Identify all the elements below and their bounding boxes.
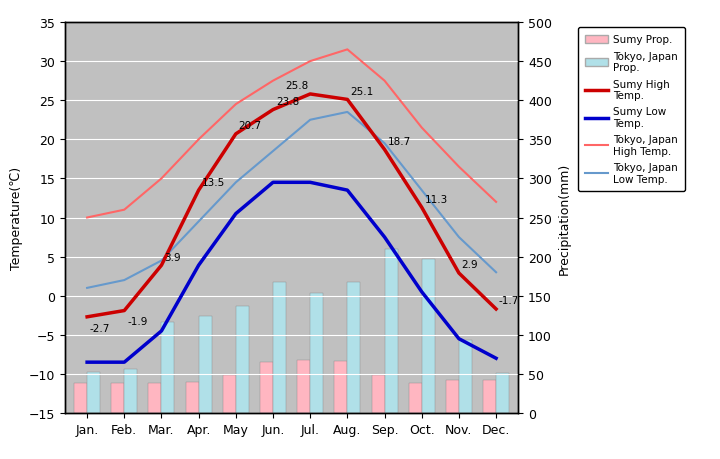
Legend: Sumy Prop., Tokyo, Japan
Prop., Sumy High
Temp., Sumy Low
Temp., Tokyo, Japan
Hi: Sumy Prop., Tokyo, Japan Prop., Sumy Hig…: [578, 28, 685, 191]
Bar: [222, 375, 236, 413]
Bar: [236, 306, 249, 413]
Bar: [372, 375, 384, 413]
Bar: [74, 383, 87, 413]
Text: -1.9: -1.9: [127, 317, 148, 327]
Bar: [459, 341, 472, 413]
Bar: [310, 293, 323, 413]
Bar: [422, 259, 435, 413]
Bar: [87, 373, 100, 413]
Bar: [148, 383, 161, 413]
Text: 13.5: 13.5: [202, 177, 225, 187]
Bar: [297, 360, 310, 413]
Bar: [161, 322, 174, 413]
Text: 25.8: 25.8: [285, 81, 308, 91]
Text: 20.7: 20.7: [238, 121, 262, 131]
Bar: [334, 361, 347, 413]
Y-axis label: Temperature(℃): Temperature(℃): [10, 167, 23, 269]
Bar: [409, 383, 422, 413]
Text: 23.8: 23.8: [276, 97, 299, 107]
Bar: [273, 282, 286, 413]
Bar: [186, 382, 199, 413]
Y-axis label: Precipitation(mm): Precipitation(mm): [558, 162, 571, 274]
Bar: [125, 369, 138, 413]
Bar: [260, 363, 273, 413]
Text: 2.9: 2.9: [462, 260, 478, 270]
Bar: [446, 381, 459, 413]
Bar: [112, 383, 125, 413]
Text: -2.7: -2.7: [90, 323, 110, 333]
Bar: [384, 249, 397, 413]
Bar: [199, 316, 212, 413]
Text: 11.3: 11.3: [425, 194, 448, 204]
Text: 25.1: 25.1: [350, 87, 374, 97]
Text: 18.7: 18.7: [387, 137, 410, 146]
Text: 3.9: 3.9: [164, 252, 181, 262]
Text: -1.7: -1.7: [499, 296, 519, 306]
Bar: [347, 282, 361, 413]
Bar: [483, 381, 496, 413]
Bar: [496, 373, 509, 413]
